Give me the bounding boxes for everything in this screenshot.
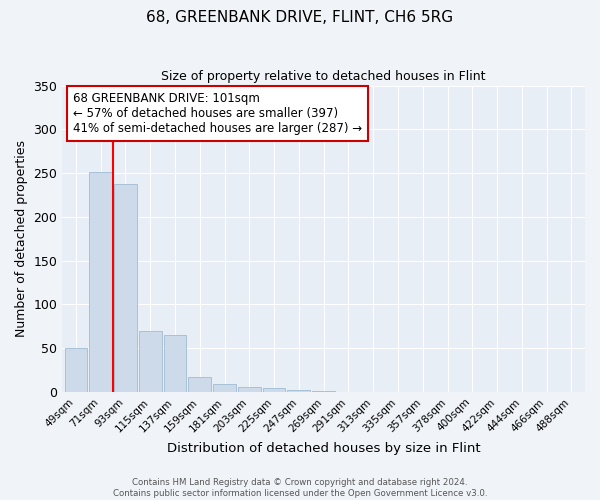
Bar <box>89 172 112 392</box>
Bar <box>114 184 137 392</box>
Bar <box>238 386 261 392</box>
Bar <box>139 330 161 392</box>
Bar <box>188 377 211 392</box>
Text: 68 GREENBANK DRIVE: 101sqm
← 57% of detached houses are smaller (397)
41% of sem: 68 GREENBANK DRIVE: 101sqm ← 57% of deta… <box>73 92 362 134</box>
Bar <box>164 335 187 392</box>
Bar <box>213 384 236 392</box>
Text: Contains HM Land Registry data © Crown copyright and database right 2024.
Contai: Contains HM Land Registry data © Crown c… <box>113 478 487 498</box>
Title: Size of property relative to detached houses in Flint: Size of property relative to detached ho… <box>161 70 486 83</box>
Bar <box>263 388 286 392</box>
Y-axis label: Number of detached properties: Number of detached properties <box>15 140 28 338</box>
Bar <box>65 348 88 392</box>
Bar <box>287 390 310 392</box>
Text: 68, GREENBANK DRIVE, FLINT, CH6 5RG: 68, GREENBANK DRIVE, FLINT, CH6 5RG <box>146 10 454 25</box>
X-axis label: Distribution of detached houses by size in Flint: Distribution of detached houses by size … <box>167 442 481 455</box>
Bar <box>312 391 335 392</box>
